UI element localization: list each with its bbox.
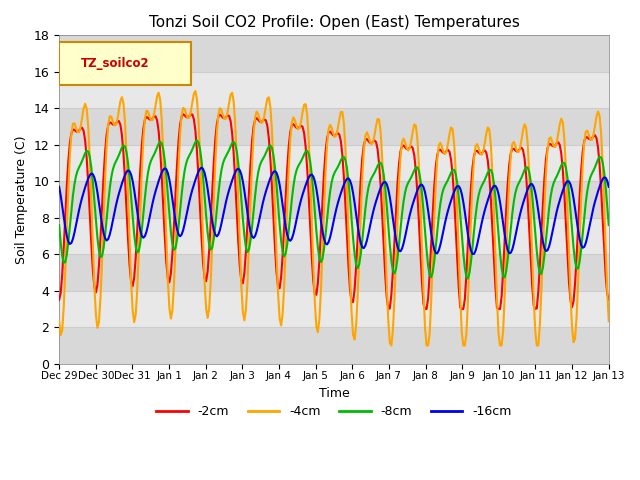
Bar [59, 327, 609, 364]
Y-axis label: Soil Temperature (C): Soil Temperature (C) [15, 135, 28, 264]
FancyBboxPatch shape [59, 42, 191, 84]
Bar [59, 72, 609, 108]
Legend: -2cm, -4cm, -8cm, -16cm: -2cm, -4cm, -8cm, -16cm [151, 400, 516, 423]
Title: Tonzi Soil CO2 Profile: Open (East) Temperatures: Tonzi Soil CO2 Profile: Open (East) Temp… [148, 15, 520, 30]
Bar [59, 254, 609, 291]
Bar [59, 181, 609, 218]
X-axis label: Time: Time [319, 387, 349, 400]
Text: TZ_soilco2: TZ_soilco2 [81, 57, 150, 70]
Bar [59, 108, 609, 145]
Bar [59, 145, 609, 181]
Bar [59, 291, 609, 327]
Bar [59, 36, 609, 72]
Bar [59, 218, 609, 254]
